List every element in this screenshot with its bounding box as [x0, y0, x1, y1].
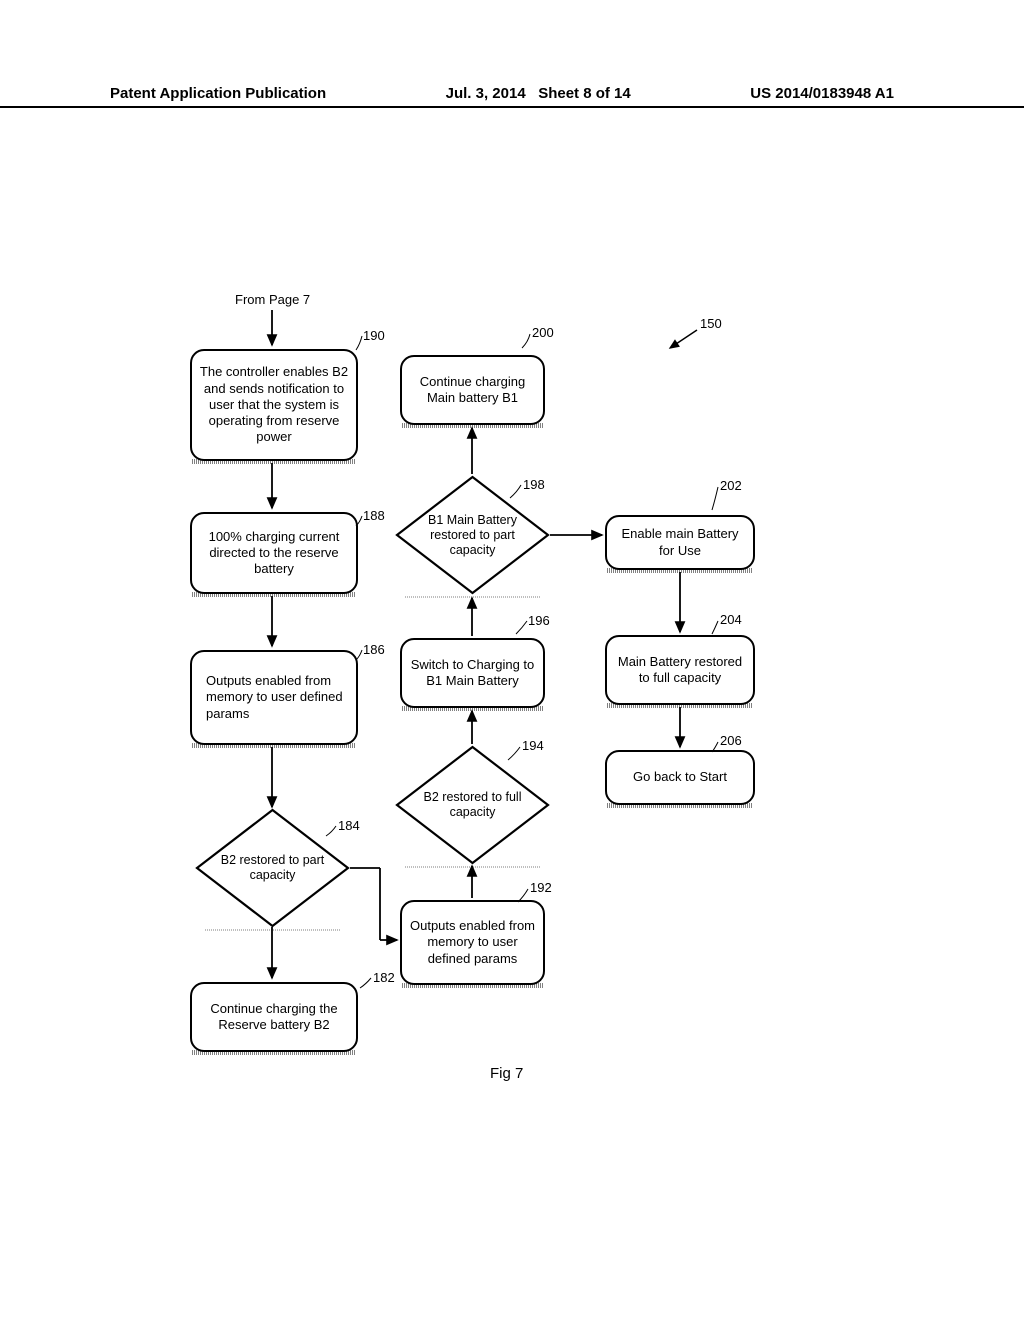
figure-label: Fig 7	[490, 1065, 523, 1082]
node-196: Switch to Charging to B1 Main Battery	[400, 638, 545, 708]
node-188: 100% charging current directed to the re…	[190, 512, 358, 594]
ref-204: 204	[720, 612, 742, 627]
node-206: Go back to Start	[605, 750, 755, 805]
node-200: Continue charging Main battery B1	[400, 355, 545, 425]
node-202: Enable main Battery for Use	[605, 515, 755, 570]
from-page-label: From Page 7	[235, 292, 310, 307]
ref-198: 198	[523, 477, 545, 492]
node-182: Continue charging the Reserve battery B2	[190, 982, 358, 1052]
ref-182: 182	[373, 970, 395, 985]
ref-194: 194	[522, 738, 544, 753]
node-186: Outputs enabled from memory to user defi…	[190, 650, 358, 745]
ref-200: 200	[532, 325, 554, 340]
flowchart-canvas: From Page 7 The controller enables B2 an…	[0, 0, 1024, 1320]
ref-150: 150	[700, 316, 722, 331]
node-204: Main Battery restored to full capacity	[605, 635, 755, 705]
node-198-diamond: B1 Main Battery restored to part capacit…	[395, 475, 550, 595]
ref-186: 186	[363, 642, 385, 657]
ref-206: 206	[720, 733, 742, 748]
node-190: The controller enables B2 and sends noti…	[190, 349, 358, 461]
ref-202: 202	[720, 478, 742, 493]
ref-190: 190	[363, 328, 385, 343]
ref-188: 188	[363, 508, 385, 523]
ref-192: 192	[530, 880, 552, 895]
node-192: Outputs enabled from memory to user defi…	[400, 900, 545, 985]
ref-196: 196	[528, 613, 550, 628]
node-194-diamond: B2 restored to full capacity	[395, 745, 550, 865]
ref-184: 184	[338, 818, 360, 833]
node-184-diamond: B2 restored to part capacity	[195, 808, 350, 928]
